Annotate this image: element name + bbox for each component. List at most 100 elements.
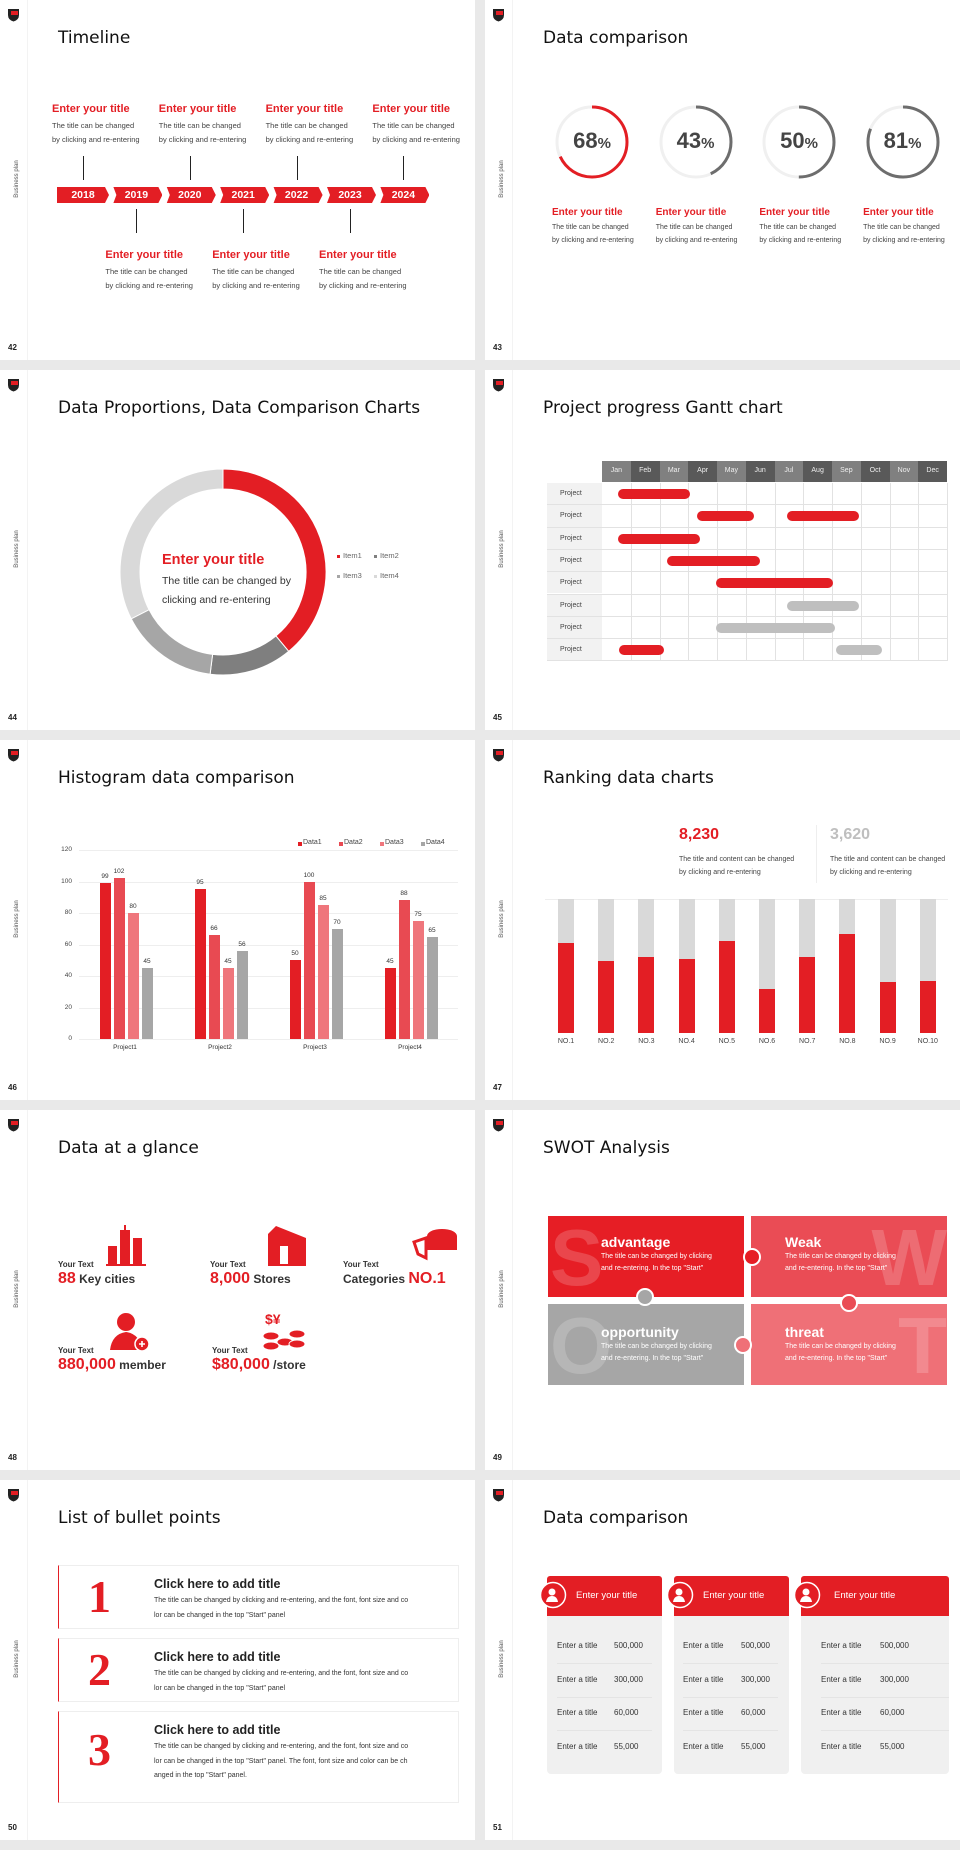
row-value: 500,000 xyxy=(614,1641,643,1650)
sidebar-divider xyxy=(512,0,513,360)
bar-value-label: 45 xyxy=(224,958,232,966)
bullet-number: 2 xyxy=(88,1644,111,1695)
event-desc: The title can be changed xyxy=(158,121,241,130)
slide-44[interactable]: Business plan 44 Data Proportions, Data Co… xyxy=(0,370,475,730)
money-coins-icon: $¥ xyxy=(262,1311,306,1351)
event-title: Enter your title xyxy=(158,103,237,115)
month-header: Feb xyxy=(630,461,660,482)
event-desc: The title can be changed xyxy=(212,267,295,276)
x-category-label: Project4 xyxy=(398,1044,422,1051)
stat-divider xyxy=(816,825,817,883)
percent-readout: 81% xyxy=(863,128,943,154)
item-value: 880,000 xyxy=(58,1356,116,1373)
month-label: May xyxy=(724,467,738,474)
y-tick-label: 40 xyxy=(64,972,72,979)
event-title: Enter your title xyxy=(265,103,344,115)
bar-value-label: 88 xyxy=(400,890,408,898)
item-desc: The title can be changed xyxy=(759,224,837,231)
item-stat: 880,000 member xyxy=(58,1356,166,1374)
page-number: 45 xyxy=(493,713,502,722)
slide-title: Ranking data charts xyxy=(543,768,714,788)
bar xyxy=(237,950,248,1039)
logo-crown xyxy=(496,751,503,755)
item-value: $80,000 xyxy=(212,1356,270,1373)
slide-48[interactable]: Business plan 48 Data at a glance Your Text… xyxy=(0,1110,475,1470)
slide-43[interactable]: Business plan 43 Data comparison 68% Enter y… xyxy=(485,0,960,360)
item-desc: by clicking and re-entering xyxy=(759,237,842,244)
event-title: Enter your title xyxy=(212,249,290,261)
grid-line-h xyxy=(547,615,947,617)
month-label: Mar xyxy=(667,467,680,474)
grid-line xyxy=(79,976,458,977)
slide-42[interactable]: Business plan 42 Timeline 2018 Enter your ti… xyxy=(0,0,475,360)
bar-fill xyxy=(678,959,695,1033)
year-segment: 2023 xyxy=(327,187,376,203)
coin xyxy=(288,1339,306,1349)
logo-crown xyxy=(496,1121,503,1125)
connector-line xyxy=(296,156,298,180)
logo-crown xyxy=(11,11,18,15)
month-header: Mar xyxy=(659,461,689,482)
bullet-card[interactable] xyxy=(58,1711,459,1803)
swot-desc: The title can be changed by clicking xyxy=(601,1253,712,1260)
row-label: Enter a title xyxy=(683,1741,724,1751)
grid-line xyxy=(79,1039,458,1040)
month-header: Jan xyxy=(602,461,631,482)
slide-47[interactable]: Business plan 47 Ranking data charts 8,230 T… xyxy=(485,740,960,1100)
grid-line xyxy=(79,850,458,851)
month-label: Dec xyxy=(926,467,939,474)
month-header: Aug xyxy=(803,461,832,482)
item-label: Your Text xyxy=(210,1260,246,1269)
stat-desc: by clicking and re-entering xyxy=(679,869,761,876)
slide-45[interactable]: Business plan 45 Project progress Gantt ch… xyxy=(485,370,960,730)
grid-line-v xyxy=(918,483,920,662)
slide-50[interactable]: Business plan 50 List of bullet points 1 Cli… xyxy=(0,1480,475,1840)
connector-line xyxy=(136,209,138,233)
item-title: Enter your title xyxy=(655,207,727,218)
bar-value-label: 80 xyxy=(129,903,137,910)
logo-crown xyxy=(496,11,503,15)
bar-value-label: 45 xyxy=(143,958,151,966)
bldg xyxy=(120,1230,130,1266)
logo-shield xyxy=(493,1489,504,1502)
gantt-bar xyxy=(619,645,664,656)
item-desc: The title can be changed xyxy=(863,224,940,231)
row-label-cell xyxy=(547,572,602,594)
bar xyxy=(399,900,410,1039)
swot-desc: The title can be changed by clicking xyxy=(785,1343,896,1350)
row-divider xyxy=(557,1696,652,1698)
bullet-desc: anged in the top "Start" panel. xyxy=(154,1772,247,1779)
connector-line xyxy=(350,209,351,233)
logo-shield xyxy=(493,1119,504,1132)
logo-crown xyxy=(11,381,18,385)
x-category-label: NO.1 xyxy=(557,1038,575,1045)
bullet-card[interactable] xyxy=(58,1638,459,1702)
row-label: Project xyxy=(560,534,582,542)
slide-51[interactable]: Business plan 51 Data comparison Enter your… xyxy=(485,1480,960,1840)
side-label: Business plan xyxy=(499,160,505,198)
month-header: Oct xyxy=(860,461,890,482)
shield-logo-icon xyxy=(8,1119,19,1132)
bar-value-label: 65 xyxy=(428,926,436,934)
bullet-card[interactable] xyxy=(58,1565,459,1629)
swot-desc: and re-entering. In the top "Start" xyxy=(785,1355,888,1362)
bar-value-label: 45 xyxy=(386,958,394,966)
slide-46[interactable]: Business plan 46 Histogram data comparison… xyxy=(0,740,475,1100)
connector-line xyxy=(403,156,405,180)
percent-unit: % xyxy=(908,135,922,152)
event-title: Enter your title xyxy=(319,249,397,261)
x-category-label: NO.6 xyxy=(758,1038,776,1045)
bar-value-label: 95 xyxy=(196,879,204,887)
row-divider xyxy=(821,1696,949,1698)
legend-label: Item1 xyxy=(343,551,362,560)
item-title: Enter your title xyxy=(863,207,934,218)
stat-value: 8,230 xyxy=(679,826,720,843)
side-label: Business plan xyxy=(499,900,505,938)
year-segment: 2024 xyxy=(380,187,430,203)
puzzle-knob xyxy=(636,1288,654,1306)
legend-label: Item3 xyxy=(343,571,362,580)
item-value: NO.1 xyxy=(408,1270,446,1287)
percent-value: 43 xyxy=(676,128,702,153)
